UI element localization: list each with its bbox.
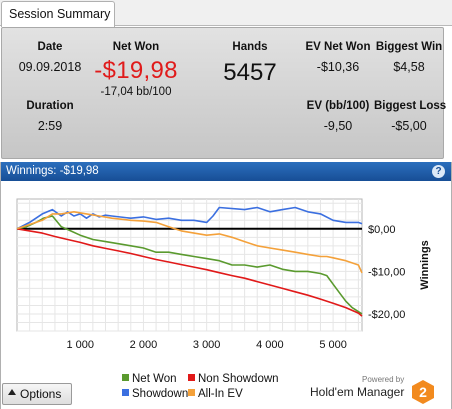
plot-area (16, 198, 363, 332)
brand-name: Hold'em Manager (310, 385, 405, 399)
ev-net-won-label: EV Net Won (305, 41, 371, 53)
chart-header-title: Winnings: (6, 165, 57, 177)
options-label: Options (20, 387, 62, 401)
triangle-up-icon (8, 389, 16, 395)
allin-ev-swatch (188, 389, 195, 396)
legend-showdown: Showdown (122, 388, 188, 400)
net-won-swatch (122, 374, 129, 381)
duration-value: 2:59 (37, 119, 63, 133)
x-tick-label: 5 000 (319, 339, 347, 351)
ev-net-won-stat: EV Net Won -$10,36 (302, 41, 374, 74)
ev-bb100-label: EV (bb/100) (306, 100, 370, 112)
legend-non-showdown-label: Non Showdown (198, 373, 279, 385)
options-button[interactable]: Options (2, 383, 72, 405)
date-stat: Date 09.09.2018 (10, 41, 90, 74)
chart-header-value: -$19,98 (59, 165, 99, 177)
duration-stat: Duration 2:59 (10, 100, 90, 133)
chart-header: Winnings: -$19,98 ? (1, 162, 451, 181)
hands-stat: Hands 5457 (210, 41, 290, 87)
non-showdown-swatch (188, 374, 195, 381)
y-axis-title: Winnings (419, 240, 431, 289)
winnings-chart: $0,00 -$10,00 -$20,00 1 000 2 000 3 000 4 000 5… (16, 198, 431, 351)
date-value: 09.09.2018 (18, 60, 82, 74)
legend-net-won-label: Net Won (132, 373, 177, 385)
net-won-stat: Net Won -$19,98 -17,04 bb/100 (84, 41, 188, 98)
net-won-value: -$19,98 (94, 57, 178, 84)
legend-non-showdown: Non Showdown (188, 373, 279, 385)
y-tick-label: -$10,00 (368, 266, 405, 278)
date-label: Date (37, 41, 63, 53)
ev-bb100-stat: EV (bb/100) -9,50 (302, 100, 374, 133)
ev-net-won-value: -$10,36 (316, 60, 360, 74)
summary-panel: Date 09.09.2018 Duration 2:59 Net Won -$… (1, 27, 447, 159)
duration-label: Duration (26, 100, 74, 112)
tab-session-summary[interactable]: Session Summary (1, 1, 115, 27)
biggest-loss-value: -$5,00 (391, 119, 427, 133)
showdown-swatch (122, 389, 129, 396)
biggest-loss-label: Biggest Loss (374, 100, 447, 112)
net-won-bb100: -17,04 bb/100 (100, 86, 172, 98)
biggest-win-label: Biggest Win (375, 41, 443, 53)
series-line-net-won (16, 215, 363, 315)
x-tick-label: 3 000 (193, 339, 221, 351)
powered-by-text: Powered by (362, 375, 405, 384)
y-tick-label: -$20,00 (368, 309, 405, 321)
hands-value: 5457 (223, 59, 277, 86)
x-tick-label: 4 000 (256, 339, 284, 351)
series-line-all-in-ev (16, 210, 363, 274)
tab-bar: Session Summary (0, 0, 452, 27)
x-tick-label: 2 000 (130, 339, 158, 351)
net-won-label: Net Won (112, 41, 160, 53)
ev-bb100-value: -9,50 (323, 119, 353, 133)
help-icon[interactable]: ? (432, 165, 445, 178)
hands-label: Hands (232, 41, 268, 53)
legend-allin-ev: All-In EV (188, 388, 243, 400)
biggest-win-value: $4,58 (393, 60, 425, 74)
biggest-win-stat: Biggest Win $4,58 (374, 41, 444, 74)
hm2-logo-icon: 2 (412, 380, 434, 404)
legend-showdown-label: Showdown (132, 388, 189, 400)
y-tick-label: $0,00 (368, 224, 396, 236)
logo-digit: 2 (419, 384, 427, 400)
biggest-loss-stat: Biggest Loss -$5,00 (374, 100, 447, 133)
x-tick-label: 1 000 (66, 339, 94, 351)
legend-net-won: Net Won (122, 373, 177, 385)
series-line-non-showdown (16, 228, 363, 317)
legend-allin-ev-label: All-In EV (198, 388, 243, 400)
